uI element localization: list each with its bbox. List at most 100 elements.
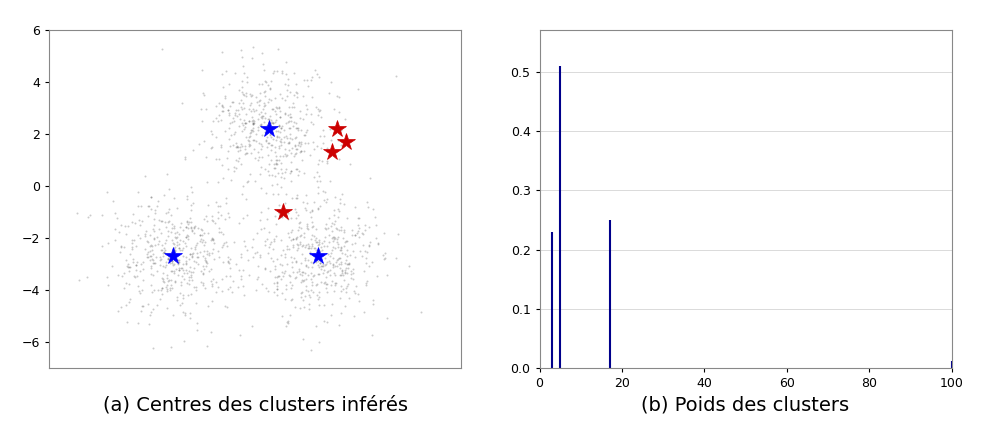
Point xyxy=(178,261,193,268)
Point xyxy=(253,90,269,97)
Point xyxy=(265,120,281,127)
Point xyxy=(113,243,129,250)
Point xyxy=(339,261,355,268)
Point xyxy=(121,298,136,305)
Point xyxy=(109,215,125,222)
Point xyxy=(248,138,264,145)
Point xyxy=(334,126,349,133)
Point xyxy=(326,220,341,227)
Point xyxy=(298,129,314,136)
Point xyxy=(213,212,229,219)
Point xyxy=(143,309,159,316)
Point xyxy=(289,90,305,97)
Point xyxy=(277,133,292,140)
Point xyxy=(242,91,258,98)
Point xyxy=(166,270,181,277)
Point xyxy=(232,266,247,273)
Point xyxy=(143,194,159,200)
Point xyxy=(370,273,386,280)
Point xyxy=(273,173,288,180)
Point xyxy=(326,233,341,240)
Point xyxy=(313,132,329,139)
Point xyxy=(218,273,233,280)
Point xyxy=(259,137,275,144)
Point xyxy=(143,194,159,200)
Point xyxy=(237,242,253,249)
Point xyxy=(289,246,305,253)
Point xyxy=(289,94,305,101)
Point xyxy=(297,244,313,251)
Point xyxy=(140,249,156,256)
Point xyxy=(138,228,154,235)
Point xyxy=(265,135,281,142)
Point xyxy=(158,219,174,226)
Point xyxy=(285,69,301,76)
Point xyxy=(245,235,261,242)
Point xyxy=(243,93,259,100)
Point xyxy=(125,210,140,217)
Point xyxy=(297,204,313,211)
Point xyxy=(282,140,297,147)
Point xyxy=(200,302,216,309)
Point xyxy=(304,207,320,213)
Point xyxy=(338,283,354,290)
Point xyxy=(262,240,278,247)
Point xyxy=(112,249,128,256)
Point xyxy=(260,287,276,294)
Point xyxy=(308,282,324,289)
Point xyxy=(134,303,150,310)
Point xyxy=(312,339,328,346)
Point xyxy=(278,145,293,152)
Point xyxy=(232,116,247,123)
Point xyxy=(178,258,193,265)
Point xyxy=(277,295,292,302)
Point xyxy=(241,142,257,149)
Point xyxy=(151,238,167,245)
Point xyxy=(288,133,304,140)
Point xyxy=(261,95,277,102)
Point xyxy=(252,97,268,103)
Point xyxy=(294,251,310,258)
Point xyxy=(229,165,244,171)
Point xyxy=(131,288,147,295)
Point xyxy=(192,232,208,239)
Point xyxy=(226,98,241,105)
Point xyxy=(188,286,204,293)
Point xyxy=(265,69,281,76)
Point xyxy=(161,218,177,225)
Point xyxy=(303,346,319,353)
Point xyxy=(99,273,115,280)
Point xyxy=(141,232,157,239)
Point xyxy=(198,154,214,161)
Point xyxy=(333,247,348,254)
Point xyxy=(145,305,161,312)
Point xyxy=(178,155,193,162)
Point xyxy=(301,306,317,313)
Point xyxy=(125,244,140,251)
Point xyxy=(135,266,151,273)
Point xyxy=(335,286,350,293)
Point xyxy=(316,262,332,269)
Point xyxy=(306,198,322,205)
Point xyxy=(339,215,355,222)
Point xyxy=(193,67,209,74)
Point xyxy=(337,267,353,274)
Point xyxy=(281,229,296,236)
Point xyxy=(104,262,120,269)
Point xyxy=(233,47,249,54)
Point xyxy=(188,283,204,290)
Point xyxy=(308,246,324,253)
Point xyxy=(245,43,261,50)
Point xyxy=(291,224,307,231)
Point xyxy=(132,203,148,210)
Point xyxy=(273,213,288,220)
Point xyxy=(154,46,170,53)
Point xyxy=(153,230,169,237)
Point xyxy=(233,275,249,282)
Point xyxy=(232,87,247,94)
Point xyxy=(331,241,346,248)
Point xyxy=(111,272,127,279)
Point xyxy=(271,201,286,208)
Point xyxy=(218,68,233,75)
Point xyxy=(308,103,324,110)
